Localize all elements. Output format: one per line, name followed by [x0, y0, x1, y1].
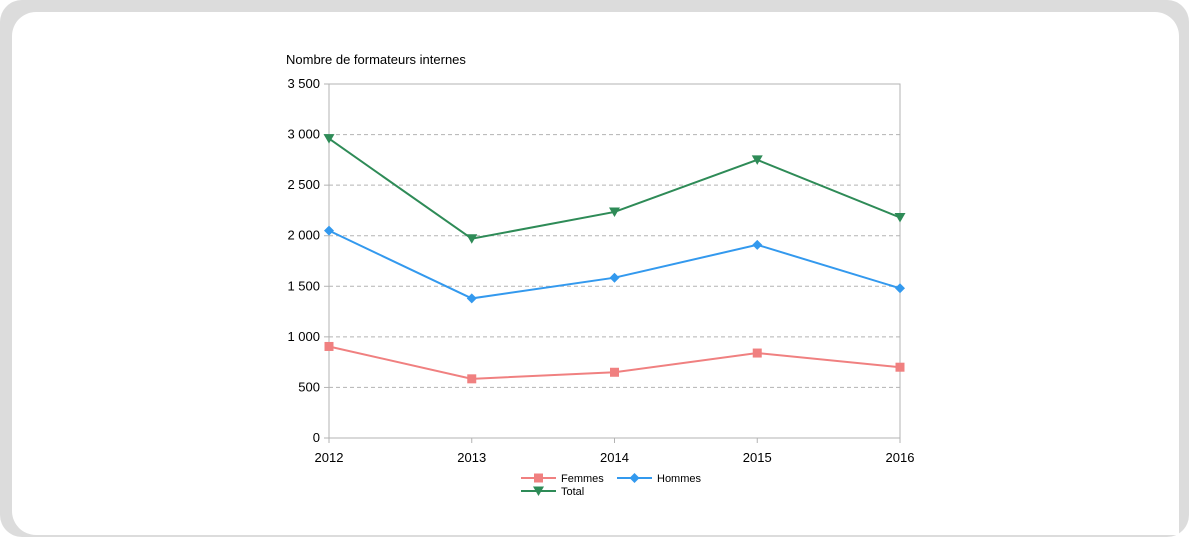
axes: 0 500 1 000 1 500 2 000 2 500 3 000 3 500 2012 20… [287, 76, 914, 465]
data-point-femmes [752, 348, 762, 358]
x-tick-label: 2012 [315, 450, 344, 465]
legend-marker-femmes [534, 473, 543, 483]
legend: Femmes Hommes Total [521, 473, 702, 498]
plot-area-border [328, 83, 901, 439]
series-line-hommes [328, 229, 901, 300]
data-point-total [894, 213, 906, 223]
data-point-femmes [610, 367, 619, 377]
data-point-hommes [752, 239, 763, 250]
legend-label-total: Total [561, 486, 584, 498]
y-tick-label: 2 000 [287, 228, 320, 243]
data-point-total [323, 134, 335, 144]
chart-title: Nombre de formateurs internes [286, 52, 466, 67]
x-tick-label: 2013 [457, 450, 486, 465]
y-tick-label: 1 500 [287, 278, 320, 293]
legend-marker-hommes [629, 473, 640, 483]
y-tick-label: 500 [298, 379, 320, 394]
data-point-total [609, 207, 620, 217]
chart-card [12, 12, 1179, 535]
legend-label-hommes: Hommes [657, 473, 702, 485]
series-line-total [328, 137, 901, 240]
data-point-hommes [609, 272, 620, 283]
x-tick-label: 2014 [600, 450, 629, 465]
series-lines [323, 134, 906, 384]
data-point-femmes [324, 341, 334, 351]
y-tick-label: 2 500 [287, 177, 320, 192]
x-tick-label: 2016 [886, 450, 915, 465]
data-point-hommes [324, 225, 334, 236]
y-tick-label: 3 500 [287, 76, 320, 91]
data-point-femmes [895, 362, 905, 372]
legend-label-femmes: Femmes [561, 473, 604, 485]
y-tick-label: 1 000 [287, 329, 320, 344]
data-point-femmes [467, 374, 477, 384]
y-tick-label: 0 [313, 430, 320, 445]
data-point-hommes [895, 283, 905, 294]
data-point-total [751, 155, 763, 165]
data-point-hommes [466, 293, 477, 304]
data-point-total [466, 234, 478, 244]
y-tick-label: 3 000 [287, 127, 320, 142]
grid-lines [329, 134, 900, 388]
legend-marker-total [533, 486, 544, 496]
x-tick-label: 2015 [743, 450, 772, 465]
